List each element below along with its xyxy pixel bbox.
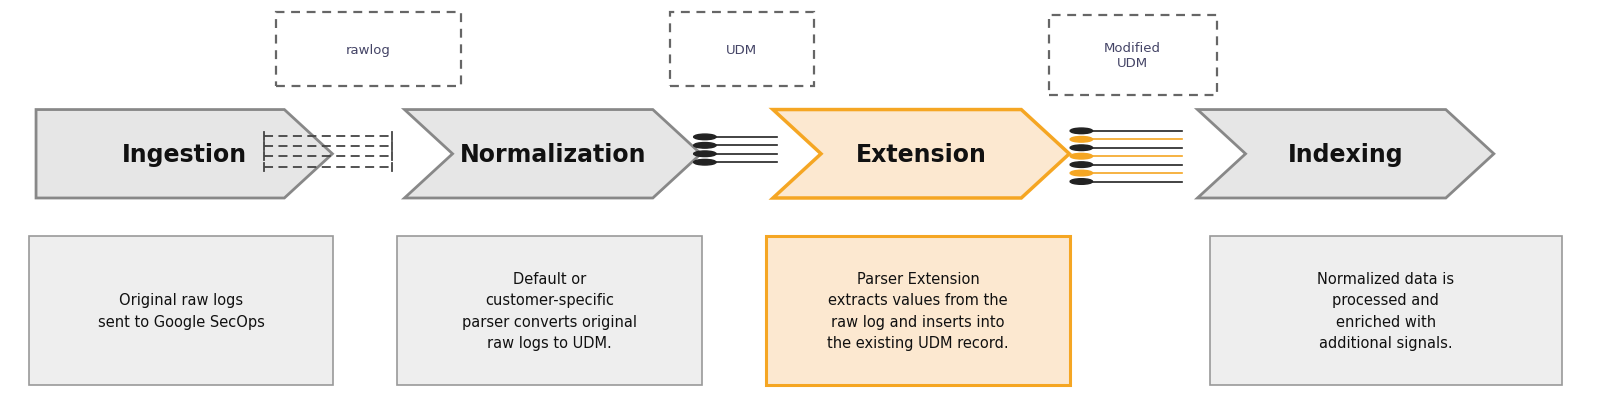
- Circle shape: [694, 143, 716, 149]
- FancyBboxPatch shape: [397, 237, 702, 385]
- Circle shape: [694, 160, 716, 166]
- Polygon shape: [37, 110, 333, 198]
- Circle shape: [694, 152, 716, 157]
- FancyBboxPatch shape: [29, 237, 333, 385]
- Text: Normalization: Normalization: [460, 142, 646, 166]
- FancyBboxPatch shape: [277, 13, 461, 87]
- Circle shape: [1070, 162, 1093, 168]
- Circle shape: [694, 135, 716, 140]
- Polygon shape: [772, 110, 1070, 198]
- Polygon shape: [1197, 110, 1493, 198]
- Text: Ingestion: Ingestion: [122, 142, 247, 166]
- FancyBboxPatch shape: [1048, 16, 1218, 96]
- Circle shape: [1070, 146, 1093, 151]
- Text: Default or
customer-specific
parser converts original
raw logs to UDM.: Default or customer-specific parser conv…: [461, 271, 638, 350]
- Text: Indexing: Indexing: [1288, 142, 1403, 166]
- Text: Normalized data is
processed and
enriched with
additional signals.: Normalized data is processed and enriche…: [1317, 271, 1455, 350]
- Polygon shape: [404, 110, 702, 198]
- FancyBboxPatch shape: [1210, 237, 1562, 385]
- Text: Modified
UDM: Modified UDM: [1104, 42, 1161, 70]
- Text: Original raw logs
sent to Google SecOps: Original raw logs sent to Google SecOps: [98, 292, 264, 329]
- Text: UDM: UDM: [726, 44, 758, 57]
- FancyBboxPatch shape: [670, 13, 814, 87]
- Text: rawlog: rawlog: [346, 44, 391, 57]
- Circle shape: [1070, 179, 1093, 185]
- Text: Extension: Extension: [855, 142, 987, 166]
- FancyBboxPatch shape: [766, 237, 1070, 385]
- Circle shape: [1070, 171, 1093, 176]
- Circle shape: [1070, 137, 1093, 143]
- Circle shape: [1070, 154, 1093, 160]
- Text: Parser Extension
extracts values from the
raw log and inserts into
the existing : Parser Extension extracts values from th…: [827, 271, 1009, 350]
- Circle shape: [1070, 129, 1093, 134]
